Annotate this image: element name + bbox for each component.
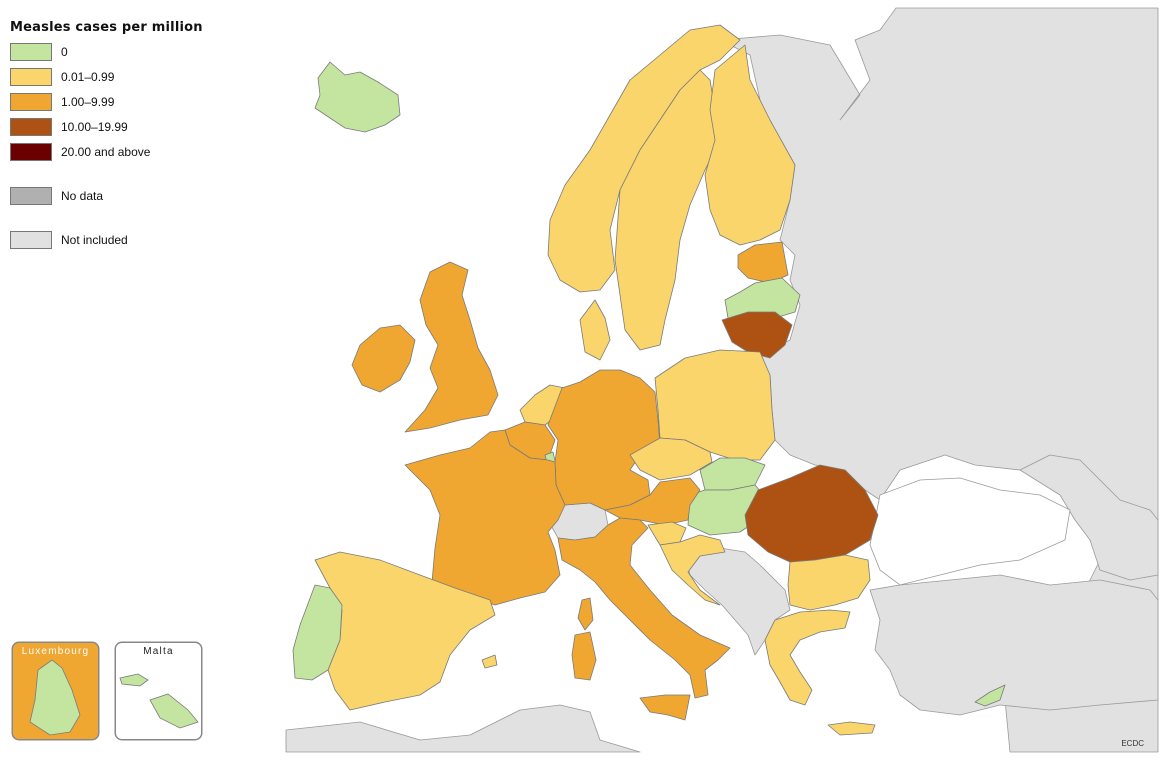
- legend-label: 20.00 and above: [61, 145, 151, 159]
- country-italy: [557, 517, 731, 699]
- legend-swatch: [10, 93, 52, 111]
- legend-label: Not included: [61, 233, 128, 247]
- country-denmark: [579, 299, 611, 361]
- country-uk: [404, 261, 499, 433]
- legend-swatch: [10, 68, 52, 86]
- country-greece: [764, 609, 851, 706]
- country-croatia: [659, 534, 726, 606]
- map-legend: Measles cases per million 0 0.01–0.99 1.00…: [10, 20, 203, 249]
- country-cyprus: [974, 684, 1006, 707]
- non-included-land: [285, 7, 1159, 753]
- luxembourg-inset-title: Luxembourg: [21, 646, 90, 657]
- legend-item: 20.00 and above: [10, 142, 150, 162]
- legend-label: 10.00–19.99: [61, 120, 128, 134]
- legend-item: 10.00–19.99: [10, 117, 128, 137]
- legend-item: 0.01–0.99: [10, 67, 114, 87]
- country-romania: [744, 464, 879, 563]
- country-germany: [547, 369, 661, 511]
- malta-inset-title: Malta: [143, 646, 174, 657]
- country-lithuania: [721, 311, 793, 359]
- legend-label: 0: [61, 45, 68, 59]
- legend-swatch: [10, 231, 52, 249]
- country-iceland: [314, 61, 401, 133]
- source-credit: ECDC: [1121, 739, 1144, 748]
- legend-swatch: [10, 43, 52, 61]
- luxembourg-inset-map: [11, 641, 100, 741]
- legend-label: 1.00–9.99: [61, 95, 115, 109]
- country-balearics: [481, 654, 498, 669]
- black-sea: [869, 477, 1071, 586]
- country-sweden: [614, 69, 721, 351]
- legend-item: Not included: [10, 230, 128, 250]
- legend-item: No data: [10, 186, 103, 206]
- legend-title: Measles cases per million: [10, 20, 203, 35]
- legend-item: 1.00–9.99: [10, 92, 114, 112]
- legend-swatch: [10, 187, 52, 205]
- malta-inset: Malta: [115, 642, 202, 740]
- legend-swatch: [10, 143, 52, 161]
- luxembourg-inset: Luxembourg: [12, 642, 99, 740]
- country-sicily: [639, 694, 691, 721]
- country-corsica: [577, 597, 594, 631]
- country-crete: [827, 721, 876, 736]
- legend-item: 0: [10, 42, 68, 62]
- country-portugal: [292, 584, 343, 681]
- country-france: [404, 429, 566, 606]
- legend-swatch: [10, 118, 52, 136]
- country-finland: [704, 44, 796, 246]
- country-ireland: [351, 324, 416, 393]
- malta-inset-map: [114, 641, 203, 741]
- country-slovenia: [647, 521, 687, 546]
- country-bulgaria: [787, 554, 871, 611]
- legend-label: 0.01–0.99: [61, 70, 115, 84]
- legend-label: No data: [61, 189, 104, 203]
- country-czechia: [629, 437, 713, 481]
- country-sardinia: [571, 631, 597, 681]
